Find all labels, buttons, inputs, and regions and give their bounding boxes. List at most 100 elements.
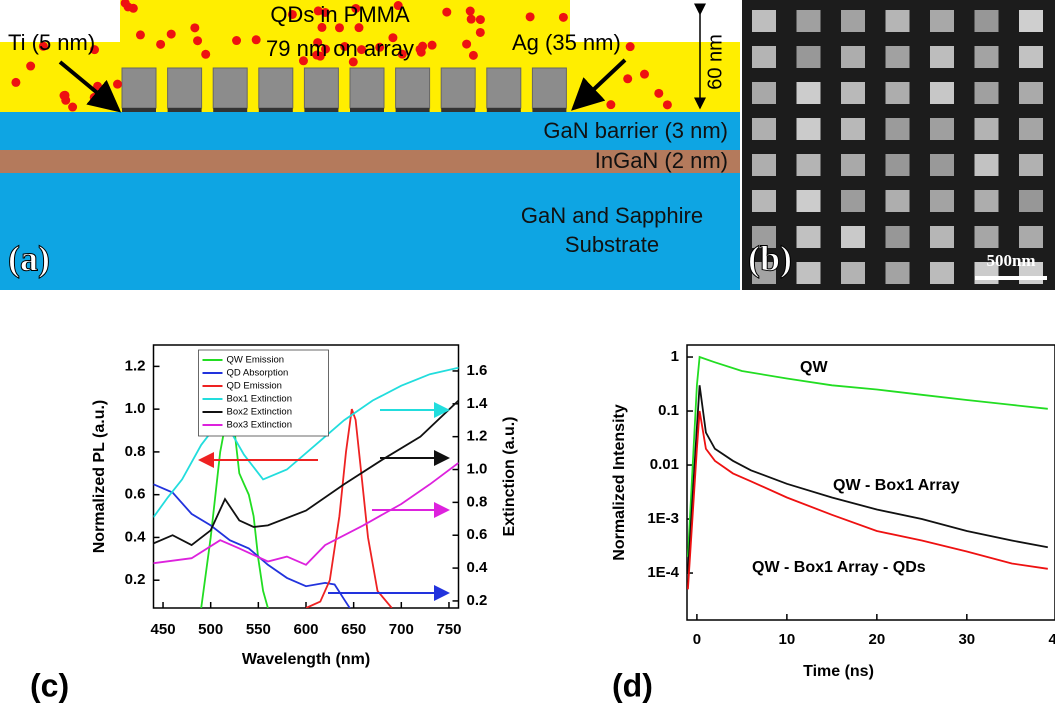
qd-dot [469, 51, 478, 60]
qd-dot [193, 36, 202, 45]
sem-square [975, 226, 999, 248]
x-tick-label: 500 [198, 621, 223, 638]
y2-tick-label: 1.2 [467, 428, 488, 445]
y-tick-label: 1.0 [125, 400, 146, 417]
pmma-label: QDs in PMMA [270, 2, 410, 27]
barrier-label: GaN barrier (3 nm) [543, 118, 728, 143]
qd-dot [11, 78, 20, 87]
sem-square [841, 118, 865, 140]
y2-axis-label: Extinction (a.u.) [501, 417, 518, 537]
legend-label: QD Emission [227, 381, 282, 392]
sem-square [886, 154, 910, 176]
ti-strip [304, 108, 338, 112]
sem-square [797, 118, 821, 140]
qd-dot [232, 36, 241, 45]
panel-label: (b) [748, 238, 792, 278]
x-tick-label: 10 [779, 631, 796, 648]
plot-lines [688, 357, 1048, 589]
sem-square [886, 118, 910, 140]
sem-square [1019, 10, 1043, 32]
sem-square [975, 82, 999, 104]
sem-square [797, 82, 821, 104]
qd-dot [462, 40, 471, 49]
ti-strip [396, 108, 430, 112]
y-tick-label: 0.01 [650, 456, 679, 473]
x-tick-label: 30 [958, 631, 975, 648]
x-tick-label: 0 [693, 631, 701, 648]
ti-strip [350, 108, 384, 112]
qd-dot [156, 40, 165, 49]
qd-dot [606, 100, 615, 109]
metal-block [441, 68, 475, 108]
qd-dot [417, 48, 426, 57]
metal-block [122, 68, 156, 108]
ti-strip [532, 108, 566, 112]
sem-square [752, 190, 776, 212]
metal-block [259, 68, 293, 108]
y-tick-label: 1E-4 [647, 564, 679, 581]
y-tick-label: 0.2 [125, 571, 146, 588]
qd-dot [113, 80, 122, 89]
legend-label: QW Emission [227, 355, 285, 366]
sem-square [930, 46, 954, 68]
series-line [306, 409, 392, 608]
qd-dot [623, 74, 632, 83]
metal-block [532, 68, 566, 108]
ti-strip [213, 108, 247, 112]
qd-dot [626, 42, 635, 51]
sem-square [975, 154, 999, 176]
sem-square [1019, 154, 1043, 176]
sem-square [886, 46, 910, 68]
sem-square [752, 46, 776, 68]
y-tick-label: 1.2 [125, 357, 146, 374]
sem-square [886, 10, 910, 32]
sem-square [797, 190, 821, 212]
metal-block [396, 68, 430, 108]
sem-square [1019, 46, 1043, 68]
ti-label: Ti (5 nm) [8, 30, 95, 55]
qd-dot [26, 62, 35, 71]
qd-dot [252, 35, 261, 44]
scale-label: 500nm [986, 251, 1035, 270]
sem-square [797, 154, 821, 176]
metal-block [213, 68, 247, 108]
qd-dot [190, 23, 199, 32]
qd-dot [428, 41, 437, 50]
qd-dot [68, 103, 77, 112]
sem-square [1019, 82, 1043, 104]
sem-square [886, 262, 910, 284]
y2-tick-label: 1.4 [467, 395, 489, 412]
legend-label: Box3 Extinction [227, 420, 292, 431]
legend-label: Box2 Extinction [227, 407, 292, 418]
sem-square [797, 226, 821, 248]
x-tick-label: 20 [869, 631, 886, 648]
ingan-label: InGaN (2 nm) [595, 148, 728, 173]
qd-dot [136, 30, 145, 39]
ti-strip [441, 108, 475, 112]
sem-square [1019, 118, 1043, 140]
ti-strip [122, 108, 156, 112]
x-tick-label: 600 [293, 621, 318, 638]
metal-block [304, 68, 338, 108]
sem-square [752, 118, 776, 140]
y-tick-label: 1 [671, 348, 679, 365]
qd-dot [476, 28, 485, 37]
y-tick-label: 0.1 [658, 402, 679, 419]
y2-tick-label: 1.0 [467, 460, 488, 477]
sem-square [886, 190, 910, 212]
sem-square [930, 10, 954, 32]
sem-square [841, 10, 865, 32]
x-tick-label: 750 [436, 621, 461, 638]
sem-square [841, 46, 865, 68]
y2-tick-label: 0.8 [467, 493, 488, 510]
x-axis-label: Wavelength (nm) [242, 651, 370, 668]
legend-label: Box1 Extinction [227, 394, 292, 405]
y2-tick-label: 1.6 [467, 362, 488, 379]
sem-square [841, 154, 865, 176]
ti-strip [487, 108, 521, 112]
qd-dot [476, 15, 485, 24]
sem-square [930, 190, 954, 212]
sem-square [797, 10, 821, 32]
qd-dot [559, 13, 568, 22]
panel-label: (c) [30, 667, 69, 703]
